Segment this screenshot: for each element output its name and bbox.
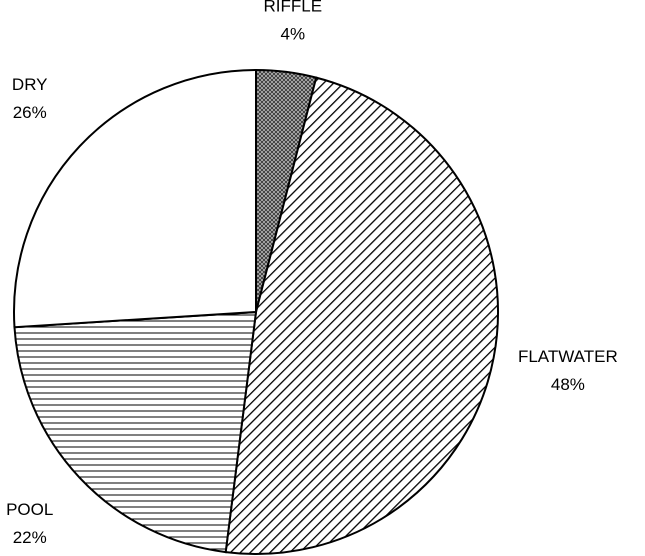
slice-value-label: 48% — [551, 375, 585, 394]
pie-slice — [13, 310, 258, 554]
pie-slice — [224, 76, 500, 555]
slice-value-label: 26% — [13, 103, 47, 122]
pie-slice — [13, 68, 257, 329]
slice-label: RIFFLE — [264, 0, 323, 15]
slice-value-label: 4% — [280, 24, 305, 43]
slice-value-label: 22% — [13, 528, 47, 547]
slice-label: DRY — [12, 75, 48, 94]
slice-label: POOL — [6, 500, 53, 519]
slice-label: FLATWATER — [518, 347, 618, 366]
